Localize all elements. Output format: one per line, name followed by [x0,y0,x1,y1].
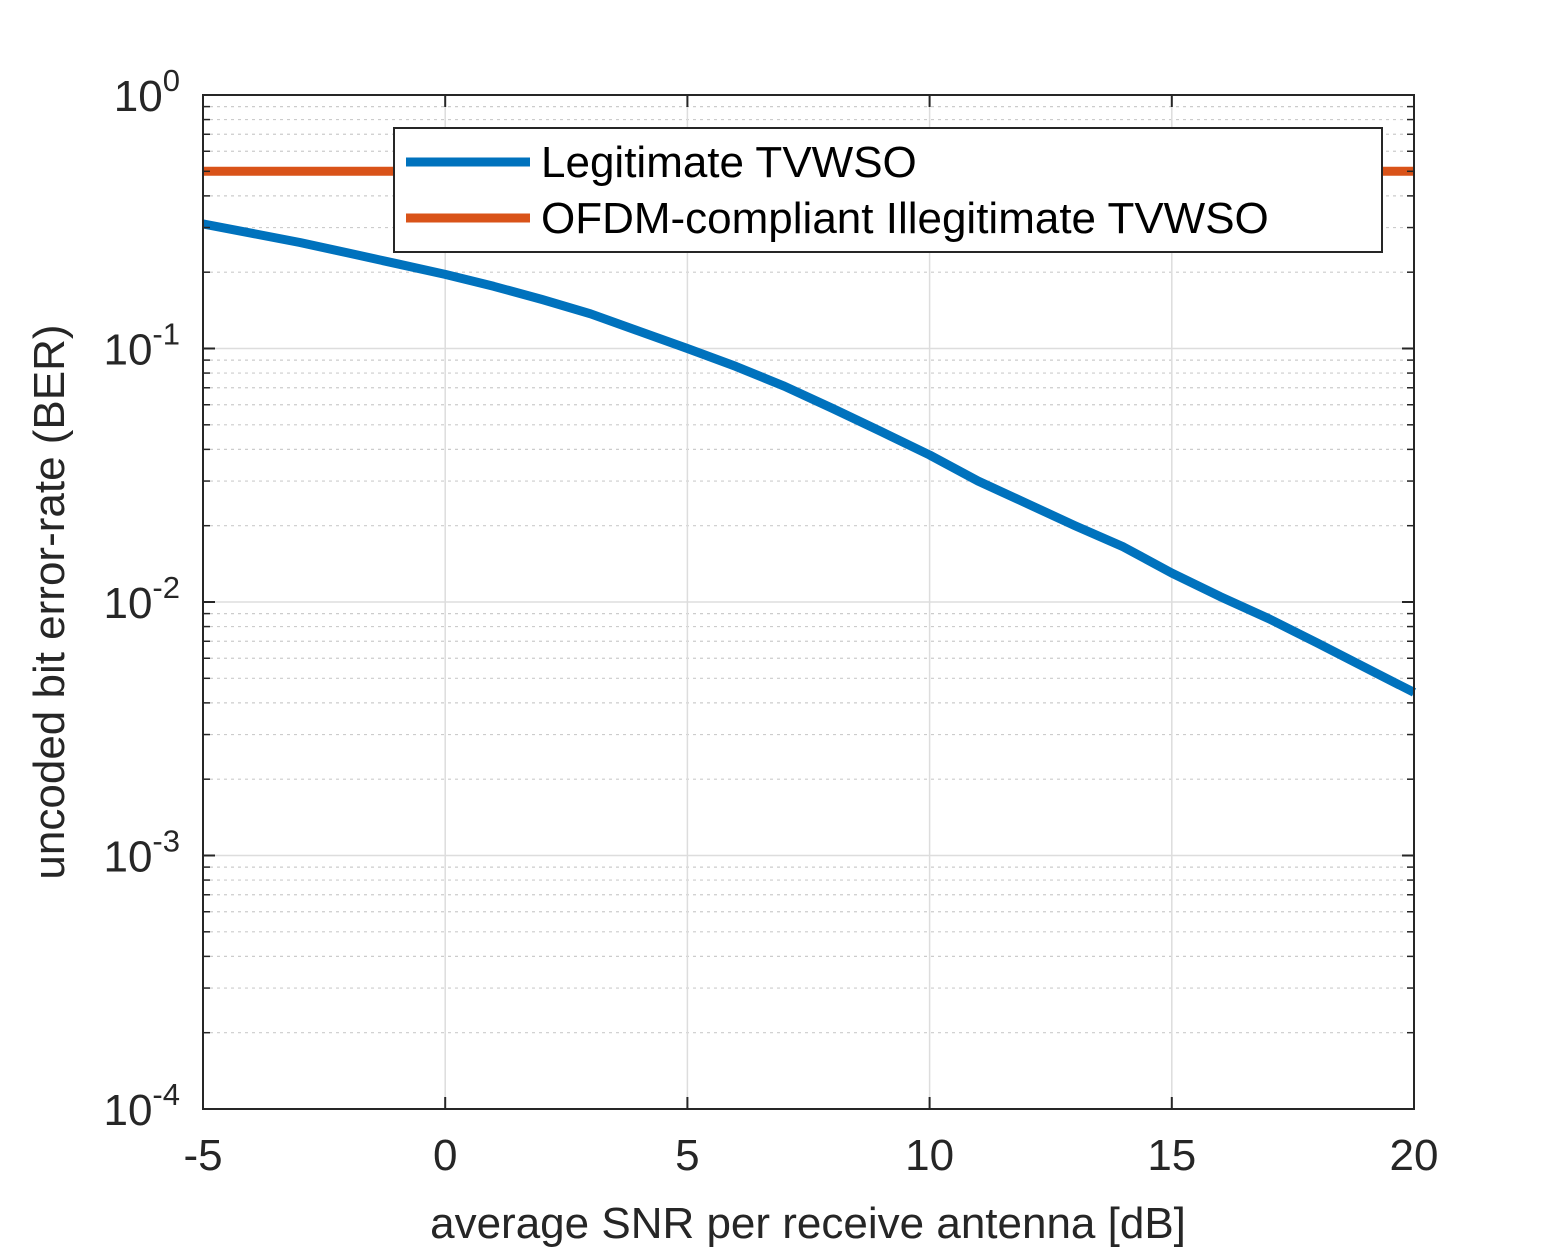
legend-label-legitimate: Legitimate TVWSO [541,138,917,187]
x-tick-label: 15 [1147,1131,1196,1180]
legend-box [393,127,1383,253]
axis-ticks [202,94,1415,1110]
x-axis-label: average SNR per receive antenna [dB] [430,1199,1186,1248]
legend: Legitimate TVWSO OFDM-compliant Illegiti… [393,127,1383,253]
x-tick-label: 0 [433,1131,457,1180]
x-tick-labels: -5 0 5 10 15 20 [183,1131,1438,1180]
y-tick-label: 100 [114,63,180,121]
y-tick-label: 10-4 [103,1077,180,1135]
x-tick-label: 5 [675,1131,699,1180]
x-tick-label: 20 [1390,1131,1439,1180]
legend-label-illegitimate: OFDM-compliant Illegitimate TVWSO [541,194,1269,243]
series-line-0 [202,219,1417,697]
y-tick-label: 10-1 [103,317,180,375]
y-axis-label: uncoded bit error-rate (BER) [25,324,74,879]
x-tick-label: 10 [905,1131,954,1180]
y-tick-label: 10-2 [103,570,180,628]
y-tick-labels: 100 10-1 10-2 10-3 10-4 [103,63,180,1135]
y-tick-label: 10-3 [103,824,180,882]
x-tick-label: -5 [183,1131,222,1180]
